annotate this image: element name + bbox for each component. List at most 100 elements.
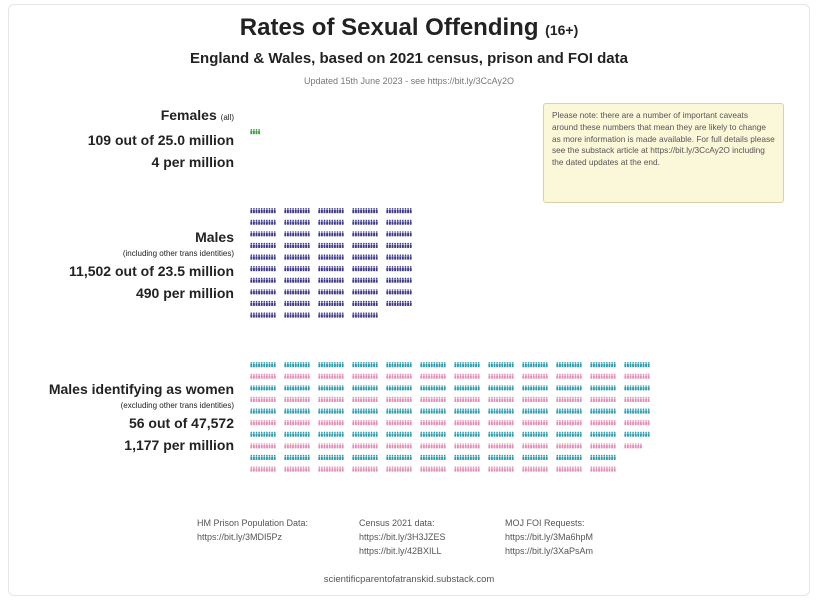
male-figure (305, 254, 308, 260)
miaw-figure (443, 396, 446, 402)
source-census-link-2[interactable]: https://bit.ly/42BXILL (359, 546, 442, 556)
male-figure (263, 254, 266, 260)
miaw-figure (524, 466, 527, 472)
miaw-figure (404, 431, 407, 437)
miaw-figure (357, 408, 360, 414)
male-figure (260, 219, 263, 225)
miaw-figure (252, 431, 255, 437)
male-figure (284, 219, 287, 225)
miaw-figure (522, 466, 525, 472)
miaw-figure (511, 420, 514, 426)
miaw-figure (391, 408, 394, 414)
miaw-figure (357, 373, 360, 379)
miaw-figure (634, 373, 637, 379)
miaw-figure (339, 420, 342, 426)
miaw-figure (527, 431, 530, 437)
male-figure (255, 277, 258, 283)
source-moj-link-2[interactable]: https://bit.ly/3XaPsAm (505, 546, 594, 556)
miaw-figure (433, 443, 436, 449)
miaw-figure (598, 431, 601, 437)
miaw-figure (339, 373, 342, 379)
miaw-figure (506, 466, 509, 472)
miaw-figure (352, 385, 355, 391)
male-figure (388, 254, 391, 260)
miaw-figure (255, 373, 258, 379)
miaw-figure (626, 431, 629, 437)
miaw-figure (454, 454, 457, 460)
male-figure (339, 208, 342, 214)
miaw-figure (456, 443, 459, 449)
male-figure (258, 254, 261, 260)
miaw-figure (501, 385, 504, 391)
miaw-figure (401, 396, 404, 402)
miaw-figure (561, 396, 564, 402)
miaw-figure (352, 420, 355, 426)
miaw-figure (331, 420, 334, 426)
miaw-figure (354, 362, 357, 368)
miaw-figure (331, 362, 334, 368)
male-figure (386, 266, 389, 272)
miaw-figure (409, 454, 412, 460)
male-figure (370, 254, 373, 260)
miaw-figure (475, 408, 478, 414)
male-figure (370, 266, 373, 272)
male-figure (326, 277, 329, 283)
miaw-figure (503, 454, 506, 460)
miaw-figure (328, 373, 331, 379)
male-figure (252, 277, 255, 283)
females-count: 109 out of 25.0 million (87, 132, 234, 148)
miaw-figure (503, 420, 506, 426)
males-qualifier: (including other trans identities) (122, 249, 234, 258)
miaw-figure (629, 431, 632, 437)
male-figure (362, 289, 365, 295)
miaw-figure (273, 466, 276, 472)
miaw-figure (420, 362, 423, 368)
male-figure (305, 289, 308, 295)
miaw-figure (326, 466, 329, 472)
miaw-figure (561, 454, 564, 460)
male-figure (367, 300, 370, 306)
chart-title: Rates of Sexual Offending (16+) (239, 14, 579, 41)
source-census-link-1[interactable]: https://bit.ly/3H3JZES (359, 532, 446, 542)
miaw-figure (399, 362, 402, 368)
miaw-figure (537, 466, 540, 472)
miaw-name: Males identifying as women (48, 381, 234, 397)
miaw-figure (297, 454, 300, 460)
male-figure (375, 231, 378, 237)
miaw-figure (294, 443, 297, 449)
miaw-figure (600, 466, 603, 472)
miaw-figure (524, 431, 527, 437)
miaw-figure (428, 466, 431, 472)
miaw-figure (252, 443, 255, 449)
source-prison-link-1[interactable]: https://bit.ly/3MDI5Pz (197, 532, 283, 542)
miaw-figure (373, 362, 376, 368)
miaw-figure (637, 420, 640, 426)
miaw-figure (409, 443, 412, 449)
miaw-figure (637, 443, 640, 449)
miaw-figure (326, 396, 329, 402)
miaw-figure (579, 443, 582, 449)
miaw-figure (569, 443, 572, 449)
source-moj-link-1[interactable]: https://bit.ly/3Ma6hpM (505, 532, 594, 542)
miaw-figure (639, 373, 642, 379)
miaw-figure (333, 408, 336, 414)
miaw-figure (459, 431, 462, 437)
male-figure (286, 231, 289, 237)
miaw-figure (273, 362, 276, 368)
miaw-figure (433, 362, 436, 368)
miaw-rate: 1,177 per million (124, 437, 234, 453)
male-figure (375, 242, 378, 248)
male-figure (394, 254, 397, 260)
male-figure (407, 231, 410, 237)
miaw-figure (388, 385, 391, 391)
male-figure (258, 231, 261, 237)
miaw-figure (522, 431, 525, 437)
miaw-figure (263, 443, 266, 449)
miaw-figure (362, 443, 365, 449)
miaw-figure (299, 466, 302, 472)
male-figure (357, 242, 360, 248)
miaw-figure (642, 396, 645, 402)
miaw-figure (501, 454, 504, 460)
miaw-figure (642, 362, 645, 368)
miaw-figure (428, 385, 431, 391)
